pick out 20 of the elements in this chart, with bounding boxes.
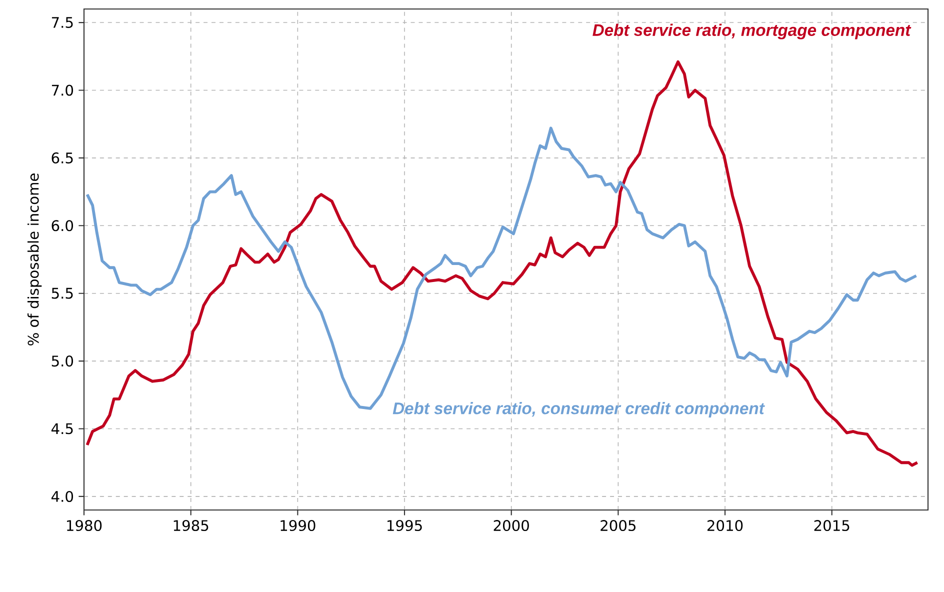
x-tick-label: 2015 xyxy=(814,520,850,532)
x-tick-label: 2005 xyxy=(600,520,636,532)
series-label: Debt service ratio, consumer credit component xyxy=(392,402,765,418)
y-axis-title: % of disposable income xyxy=(27,174,42,346)
line-series xyxy=(86,60,919,467)
x-tick-label: 2010 xyxy=(707,520,743,532)
y-tick-label: 7.0 xyxy=(52,84,74,96)
y-tick-label: 4.0 xyxy=(51,490,74,502)
y-tick-label: 6.5 xyxy=(52,152,73,164)
x-tick-label: 1980 xyxy=(67,520,102,532)
x-tick-label: 1985 xyxy=(174,520,208,532)
x-tick-label: 1990 xyxy=(280,520,316,532)
y-tick-label: 6.0 xyxy=(52,220,74,232)
y-tick-label: 4.5 xyxy=(51,423,73,434)
y-tick-label: 5.5 xyxy=(52,288,73,299)
x-tick-label: 2000 xyxy=(494,520,529,532)
x-tick-label: 1995 xyxy=(388,520,422,532)
y-tick-label: 7.5 xyxy=(52,17,73,28)
text: Debt service ratio, mortgage component xyxy=(592,24,912,40)
y-tick-label: 5.0 xyxy=(52,356,74,367)
